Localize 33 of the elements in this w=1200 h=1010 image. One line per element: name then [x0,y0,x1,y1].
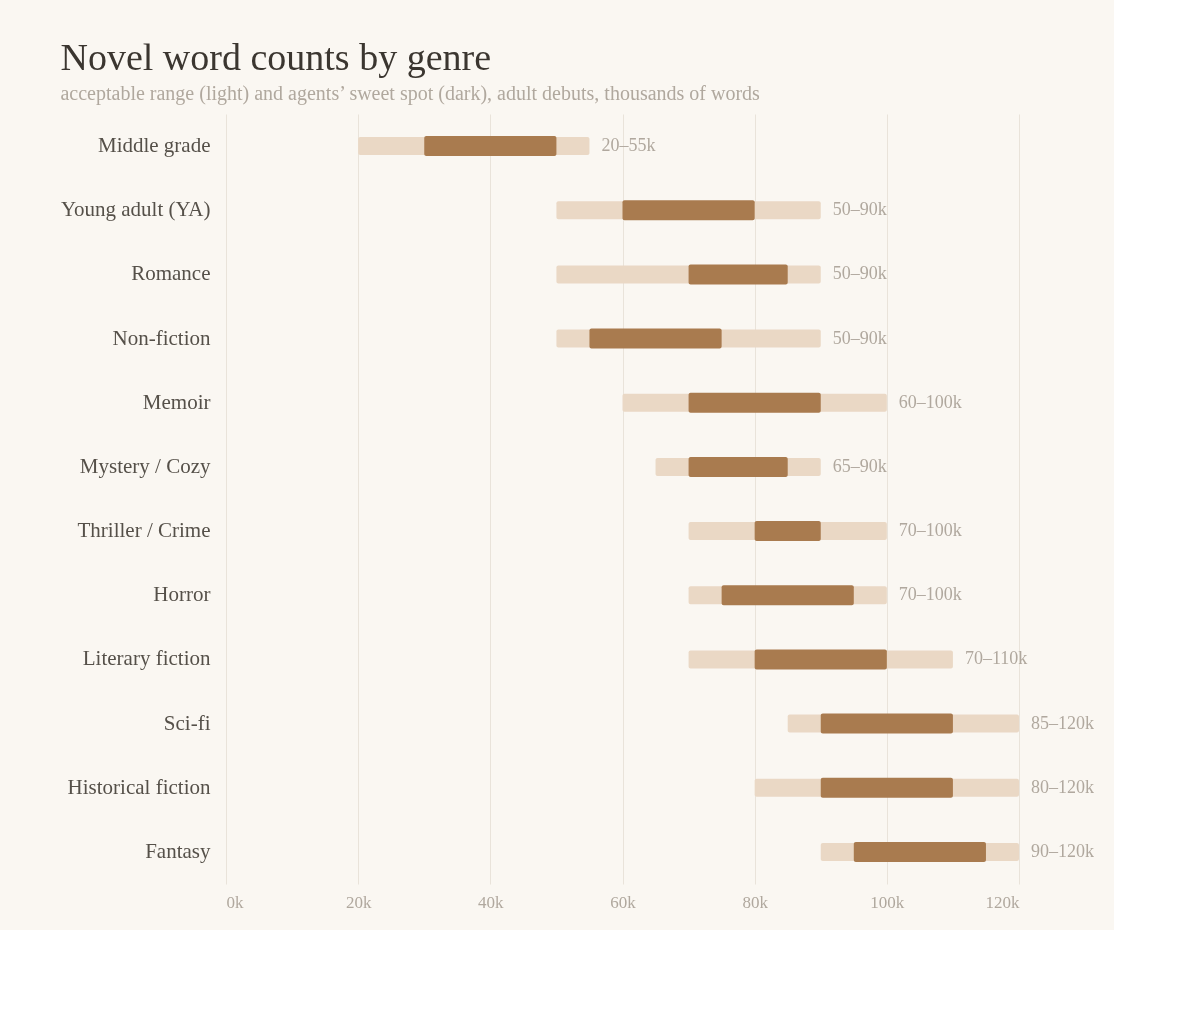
data-label: 20–55k [601,135,656,156]
y-tick-label: Fantasy [145,838,211,863]
y-tick-label: Sci-fi [163,710,211,735]
y-tick-label: Mystery / Cozy [79,453,211,478]
y-tick-label: Horror [153,582,211,607]
data-label: 85–120k [1031,712,1094,733]
x-tick-label: 80k [742,892,769,912]
x-tick-label: 0k [226,892,244,912]
data-label: 70–100k [898,520,962,541]
y-tick-label: Non-fiction [112,325,211,350]
y-tick-label: Literary fiction [82,646,211,671]
data-label: 70–110k [964,648,1028,669]
chart-subtitle: acceptable range (light) and agents’ sweet spot (dark), adult debuts, thousands of words [60,82,761,105]
data-label: 50–90k [832,327,887,348]
y-tick-label: Historical fiction [67,774,211,799]
x-tick-label: 120k [985,892,1020,912]
y-tick-label: Middle grade [97,133,211,158]
x-tick-label: 100k [870,892,905,912]
data-label: 50–90k [832,199,887,220]
chart-title: Novel word counts by genre [60,36,492,78]
data-label: 65–90k [832,455,887,476]
x-tick-label: 40k [478,892,505,912]
y-tick-label: Thriller / Crime [77,518,211,543]
data-label: 50–90k [832,263,887,284]
data-label: 80–120k [1031,776,1094,797]
data-label: 60–100k [898,391,962,412]
y-tick-label: Young adult (YA) [60,197,211,222]
y-tick-label: Memoir [142,389,211,414]
y-tick-label: Romance [131,261,211,286]
data-label: 70–100k [898,584,962,605]
x-tick-label: 60k [610,892,637,912]
x-tick-label: 20k [345,892,372,912]
data-label: 90–120k [1031,840,1094,861]
